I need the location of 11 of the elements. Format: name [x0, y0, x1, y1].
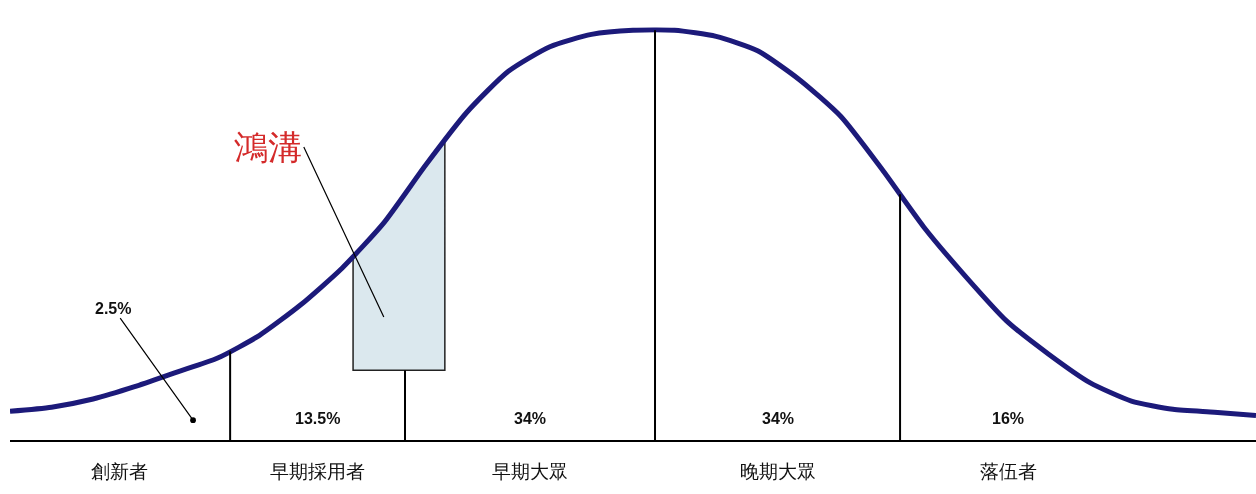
text: 早期採用者	[270, 461, 365, 482]
annotation: 34%	[762, 410, 795, 427]
text: 早期大眾	[492, 461, 568, 482]
annotation: 13.5%	[295, 410, 341, 427]
annotation: 鴻溝	[234, 128, 302, 166]
text: 落伍者	[980, 461, 1037, 482]
annotation: 2.5%	[95, 300, 132, 317]
annotation: 16%	[992, 410, 1025, 427]
text: 晚期大眾	[740, 461, 816, 482]
annotation: 34%	[514, 410, 547, 427]
text: 創新者	[91, 461, 148, 482]
